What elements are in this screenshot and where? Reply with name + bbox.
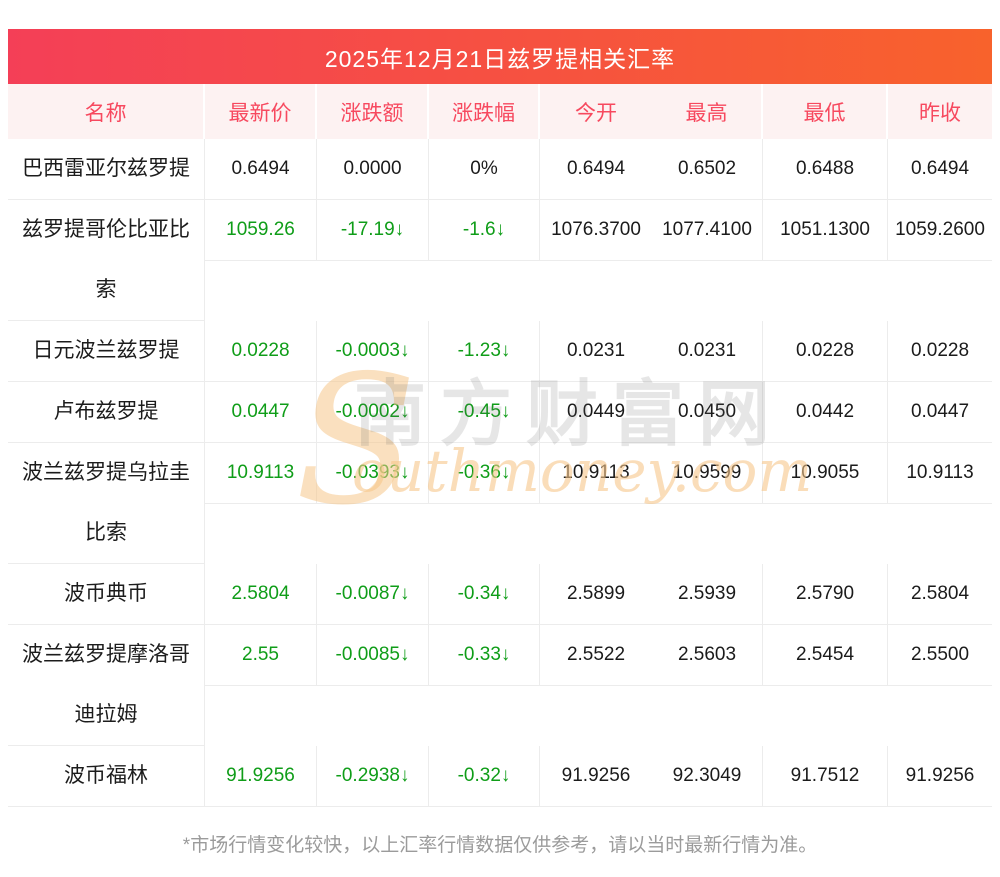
- cell-change-pct: -0.34↓: [429, 564, 540, 625]
- table-row: 日元波兰兹罗提 0.0228 -0.0003↓ -1.23↓ 0.0231 0.0231 0…: [8, 321, 992, 382]
- cell-change-pct: -0.36↓: [429, 443, 540, 504]
- cell-change-pct: -0.32↓: [429, 746, 540, 807]
- cell-open: 0.6494: [540, 139, 652, 200]
- currency-pair-name: 波币典币: [8, 564, 205, 625]
- cell-prev-close: 0.6494: [888, 139, 992, 200]
- column-header-prev-close: 昨收: [919, 101, 961, 125]
- column-header-change: 涨跌额: [317, 84, 429, 139]
- cell-latest: 0.0228: [205, 321, 317, 382]
- cell-open: 2.5899: [540, 564, 652, 625]
- rate-table: 2025年12月21日兹罗提相关汇率 名称 最新价 涨跌额 涨跌幅 今开 最高 最低 昨收 巴…: [8, 29, 992, 807]
- cell-low: 2.5454: [763, 625, 888, 686]
- cell-prev-close: 0.0447: [888, 382, 992, 443]
- cell-low: 1051.1300: [763, 200, 888, 261]
- cell-latest: 2.5804: [205, 564, 317, 625]
- cell-open: 0.0449: [540, 382, 652, 443]
- table-row: 兹罗提哥伦比亚比索 1059.26 -17.19↓ -1.6↓ 1076.3700 107…: [8, 200, 992, 321]
- cell-change: -0.2938↓: [317, 746, 429, 807]
- cell-prev-close: 10.9113: [888, 443, 992, 504]
- cell-high: 92.3049: [652, 746, 763, 807]
- title-bar: 2025年12月21日兹罗提相关汇率: [8, 29, 992, 84]
- cell-change-pct: -0.33↓: [429, 625, 540, 686]
- currency-pair-name: 日元波兰兹罗提: [8, 321, 205, 382]
- cell-change: -0.0002↓: [317, 382, 429, 443]
- currency-pair-name: 卢布兹罗提: [8, 382, 205, 443]
- cell-change-pct: -1.23↓: [429, 321, 540, 382]
- cell-high: 10.9599: [652, 443, 763, 504]
- table-row: 卢布兹罗提 0.0447 -0.0002↓ -0.45↓ 0.0449 0.0450 0.0…: [8, 382, 992, 443]
- cell-low: 0.0442: [763, 382, 888, 443]
- cell-open: 1076.3700: [540, 200, 652, 261]
- cell-change: -17.19↓: [317, 200, 429, 261]
- cell-prev-close: 2.5500: [888, 625, 992, 686]
- currency-pair-name: 波币福林: [8, 746, 205, 807]
- cell-high: 0.0450: [652, 382, 763, 443]
- cell-change-pct: -1.6↓: [429, 200, 540, 261]
- currency-pair-name: 波兰兹罗提摩洛哥迪拉姆: [8, 625, 205, 746]
- cell-change: -0.0085↓: [317, 625, 429, 686]
- table-row: 巴西雷亚尔兹罗提 0.6494 0.0000 0% 0.6494 0.6502 0.6488…: [8, 139, 992, 200]
- cell-change-pct: 0%: [429, 139, 540, 200]
- table-row: 波兰兹罗提乌拉圭比索 10.9113 -0.0393↓ -0.36↓ 10.9113 10…: [8, 443, 992, 564]
- cell-open: 10.9113: [540, 443, 652, 504]
- table-row: 波币福林 91.9256 -0.2938↓ -0.32↓ 91.9256 92.3049 9…: [8, 746, 992, 807]
- cell-latest: 0.0447: [205, 382, 317, 443]
- cell-high: 2.5603: [652, 625, 763, 686]
- table-row: 波兰兹罗提摩洛哥迪拉姆 2.55 -0.0085↓ -0.33↓ 2.5522 2.560…: [8, 625, 992, 746]
- table-row: 波币典币 2.5804 -0.0087↓ -0.34↓ 2.5899 2.5939 2.57…: [8, 564, 992, 625]
- cell-low: 2.5790: [763, 564, 888, 625]
- cell-high: 2.5939: [652, 564, 763, 625]
- column-header-low: 最低: [763, 84, 888, 139]
- cell-prev-close: 2.5804: [888, 564, 992, 625]
- cell-open: 2.5522: [540, 625, 652, 686]
- cell-change-pct: -0.45↓: [429, 382, 540, 443]
- currency-pair-name: 巴西雷亚尔兹罗提: [8, 139, 205, 200]
- cell-latest: 0.6494: [205, 139, 317, 200]
- cell-prev-close: 1059.2600: [888, 200, 992, 261]
- cell-low: 0.0228: [763, 321, 888, 382]
- cell-change: -0.0003↓: [317, 321, 429, 382]
- disclaimer-text: *市场行情变化较快，以上汇率行情数据仅供参考，请以当时最新行情为准。: [182, 835, 818, 856]
- column-header-high: 最高: [652, 84, 763, 139]
- column-header-change-pct: 涨跌幅: [429, 84, 540, 139]
- cell-latest: 91.9256: [205, 746, 317, 807]
- cell-change: 0.0000: [317, 139, 429, 200]
- column-header-open: 今开: [575, 101, 617, 125]
- cell-prev-close: 0.0228: [888, 321, 992, 382]
- cell-low: 10.9055: [763, 443, 888, 504]
- cell-change: -0.0393↓: [317, 443, 429, 504]
- page-title: 2025年12月21日兹罗提相关汇率: [324, 45, 676, 72]
- cell-high: 0.0231: [652, 321, 763, 382]
- table-header-row: 名称 最新价 涨跌额 涨跌幅 今开 最高 最低 昨收: [8, 84, 992, 139]
- column-header-name: 名称: [8, 84, 205, 139]
- cell-open: 0.0231: [540, 321, 652, 382]
- cell-prev-close: 91.9256: [888, 746, 992, 807]
- cell-high: 1077.4100: [652, 200, 763, 261]
- cell-latest: 2.55: [205, 625, 317, 686]
- table-body: 巴西雷亚尔兹罗提 0.6494 0.0000 0% 0.6494 0.6502 0.6488…: [8, 139, 992, 807]
- cell-open: 91.9256: [540, 746, 652, 807]
- column-header-latest: 最新价: [205, 84, 317, 139]
- cell-high: 0.6502: [652, 139, 763, 200]
- currency-pair-name: 兹罗提哥伦比亚比索: [8, 200, 205, 321]
- currency-pair-name: 波兰兹罗提乌拉圭比索: [8, 443, 205, 564]
- cell-low: 91.7512: [763, 746, 888, 807]
- cell-change: -0.0087↓: [317, 564, 429, 625]
- cell-latest: 10.9113: [205, 443, 317, 504]
- cell-latest: 1059.26: [205, 200, 317, 261]
- cell-low: 0.6488: [763, 139, 888, 200]
